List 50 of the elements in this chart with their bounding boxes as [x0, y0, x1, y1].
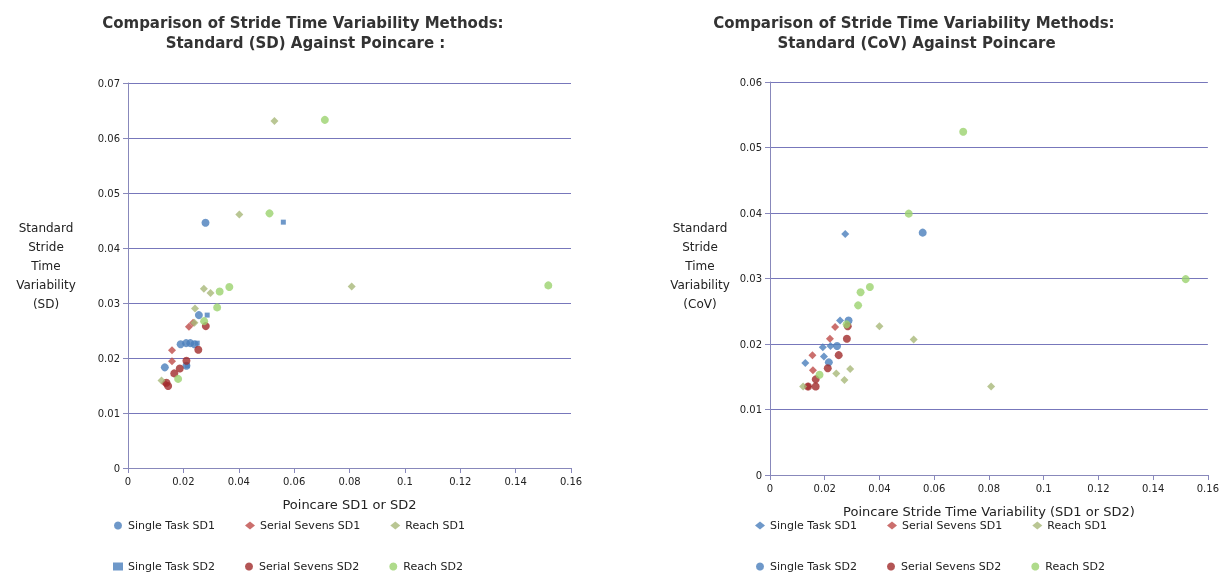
- x-tick-label: 0.14: [1142, 482, 1165, 494]
- x-tick-label: 0.12: [1087, 482, 1110, 494]
- x-tick-label: 0.04: [227, 475, 250, 487]
- y-tick-label: 0.01: [97, 407, 120, 419]
- y-axis-title: Standard Stride Time Variability (SD): [16, 220, 76, 311]
- y-tick-label: 0.02: [739, 338, 762, 350]
- x-tick-label: 0.1: [1035, 482, 1052, 494]
- x-tick-label: 0.06: [923, 482, 946, 494]
- legend-label: Single Task SD1: [770, 519, 858, 532]
- y-tick-label: 0.03: [97, 297, 120, 309]
- legend-label: Reach SD2: [1045, 560, 1105, 573]
- x-tick-label: 0.02: [813, 482, 836, 494]
- x-tick-label: 0: [124, 475, 132, 487]
- y-tick-label: 0.04: [97, 242, 120, 254]
- y-tick-label: 0.06: [739, 76, 762, 88]
- y-tick-label: 0: [113, 462, 120, 474]
- chart-title: Comparison of Stride Time Variability Methods: Standard (CoV) Against Poincare: [713, 14, 1120, 52]
- legend-label: Reach SD2: [403, 560, 463, 573]
- x-tick-label: 0.14: [504, 475, 527, 487]
- legend-label: Single Task SD1: [128, 519, 216, 532]
- y-axis-title: Standard Stride Time Variability (CoV): [670, 220, 730, 311]
- x-tick-label: 0.02: [172, 475, 195, 487]
- legend-label: Single Task SD2: [128, 560, 216, 573]
- y-tick-label: 0.04: [739, 207, 762, 219]
- x-tick-label: 0.08: [338, 475, 361, 487]
- legend-label: Serial Sevens SD2: [259, 560, 360, 573]
- legend-label: Serial Sevens SD1: [260, 519, 361, 532]
- y-tick-label: 0.07: [97, 77, 120, 89]
- x-tick-label: 0.08: [977, 482, 1001, 494]
- y-tick-label: 0.06: [97, 132, 120, 144]
- legend-label: Serial Sevens SD1: [902, 519, 1003, 532]
- legend-label: Single Task SD2: [770, 560, 858, 573]
- x-tick-label: 0.16: [559, 475, 583, 487]
- x-tick-label: 0.16: [1196, 482, 1219, 494]
- x-tick-label: 0: [766, 482, 774, 494]
- x-axis-title: Poincare Stride Time Variability (SD1 or SD2): [843, 504, 1135, 519]
- chart-title: Comparison of Stride Time Variability Methods: Standard (SD) Against Poincare :: [102, 14, 509, 52]
- y-tick-label: 0.01: [739, 404, 762, 415]
- y-tick-label: 0.05: [97, 187, 120, 199]
- y-tick-label: 0.03: [739, 273, 762, 284]
- legend-label: Reach SD1: [1047, 519, 1107, 532]
- x-tick-label: 0.06: [282, 475, 306, 487]
- legend-label: Serial Sevens SD2: [901, 560, 1002, 573]
- x-tick-label: 0.12: [449, 475, 472, 487]
- x-axis-title: Poincare SD1 or SD2: [282, 497, 417, 512]
- y-tick-label: 0.05: [739, 142, 762, 153]
- y-tick-label: 0.02: [97, 352, 120, 364]
- x-tick-label: 0.04: [868, 482, 891, 494]
- legend-label: Reach SD1: [405, 519, 465, 532]
- x-tick-label: 0.1: [396, 475, 413, 487]
